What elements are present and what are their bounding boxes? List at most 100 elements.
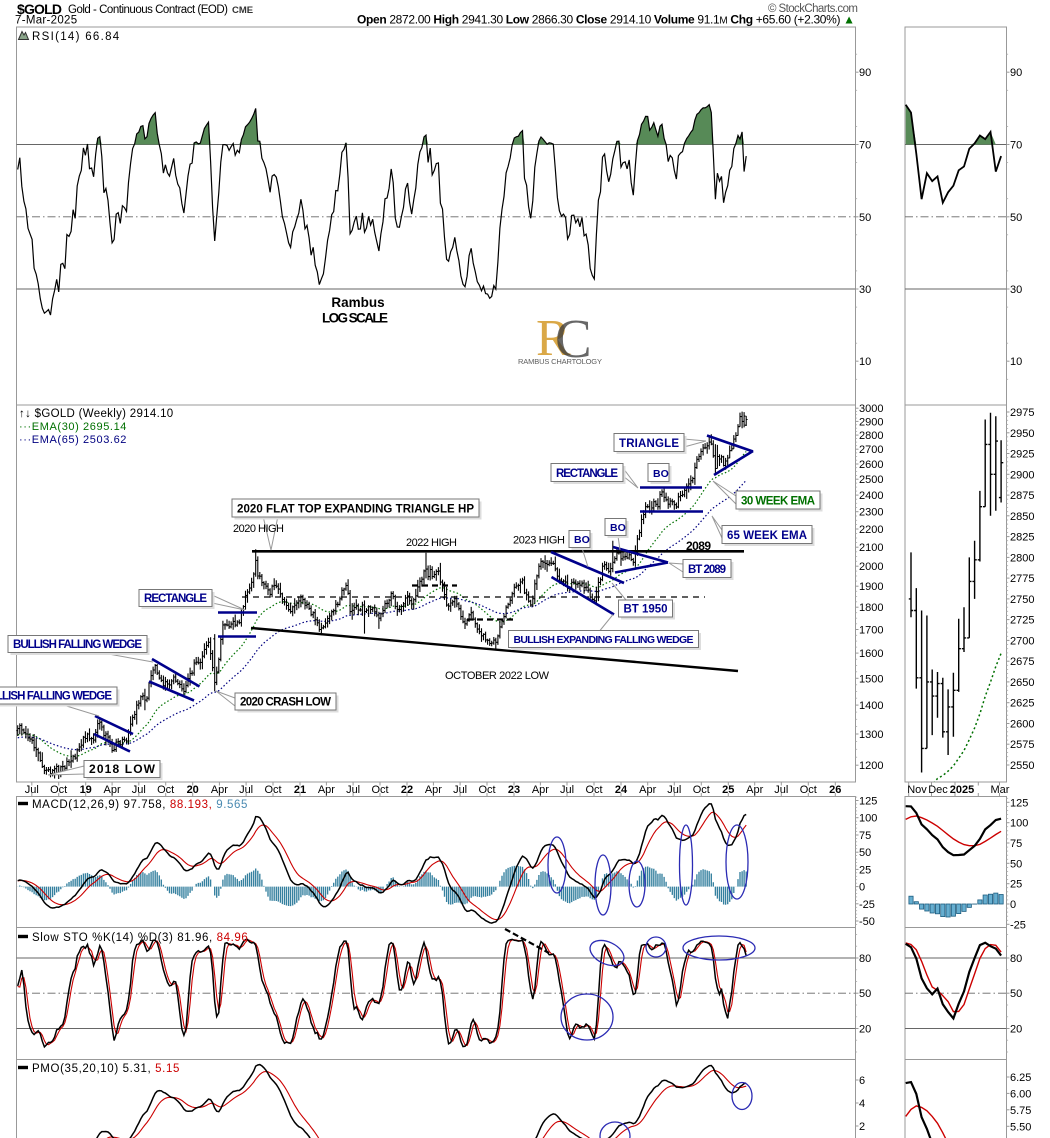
svg-text:2975: 2975: [1010, 407, 1034, 419]
svg-text:Jul: Jul: [132, 784, 146, 796]
svg-text:5.50: 5.50: [1010, 1121, 1031, 1133]
svg-text:1800: 1800: [859, 602, 883, 614]
svg-text:0: 0: [1010, 899, 1016, 911]
svg-text:C: C: [555, 308, 592, 369]
svg-text:2850: 2850: [1010, 511, 1034, 523]
svg-text:10: 10: [1010, 356, 1022, 368]
svg-text:Gold - Continuous Contract (EO: Gold - Continuous Contract (EOD): [68, 4, 228, 16]
svg-text:···EMA(30) 2695.14: ···EMA(30) 2695.14: [19, 421, 127, 433]
svg-text:3000: 3000: [859, 403, 883, 415]
svg-text:6: 6: [859, 1075, 865, 1087]
svg-text:Oct: Oct: [800, 784, 817, 796]
svg-text:BULLISH FALLING WEDGE: BULLISH FALLING WEDGE: [0, 691, 112, 703]
svg-text:23: 23: [508, 784, 520, 796]
svg-text:2950: 2950: [1010, 428, 1034, 440]
svg-text:BO: BO: [610, 522, 626, 534]
svg-text:Apr: Apr: [104, 784, 121, 796]
svg-text:2100: 2100: [859, 542, 883, 554]
svg-text:-50: -50: [859, 916, 875, 928]
svg-text:2022 HIGH: 2022 HIGH: [406, 537, 457, 549]
svg-text:2400: 2400: [859, 490, 883, 502]
svg-text:26: 26: [829, 784, 841, 796]
svg-text:BT 2089: BT 2089: [688, 564, 726, 576]
svg-text:Jul: Jul: [239, 784, 253, 796]
svg-text:Rambus: Rambus: [331, 295, 384, 310]
svg-text:Mar: Mar: [991, 784, 1010, 796]
svg-text:2025: 2025: [950, 784, 974, 796]
svg-text:Slow STO %K(14) %D(3) 81.96, 8: Slow STO %K(14) %D(3) 81.96, 84.96: [32, 932, 248, 944]
svg-text:R: R: [536, 310, 571, 367]
svg-text:Open 2872.00 High 2941.30 Low: Open 2872.00 High 2941.30 Low 2866.30 Cl…: [357, 13, 855, 27]
svg-text:20: 20: [859, 1024, 871, 1036]
svg-text:2500: 2500: [859, 474, 883, 486]
svg-text:22: 22: [401, 784, 413, 796]
svg-text:LOG SCALE: LOG SCALE: [322, 311, 388, 326]
svg-text:2550: 2550: [1010, 760, 1034, 772]
svg-text:···EMA(65) 2503.62: ···EMA(65) 2503.62: [19, 434, 127, 446]
svg-text:0: 0: [859, 882, 865, 894]
svg-text:OCTOBER 2022 LOW: OCTOBER 2022 LOW: [445, 670, 550, 682]
svg-text:Oct: Oct: [478, 784, 495, 796]
svg-text:50: 50: [859, 847, 871, 859]
svg-text:Apr: Apr: [425, 784, 442, 796]
svg-text:1300: 1300: [859, 729, 883, 741]
svg-text:2018 LOW: 2018 LOW: [89, 762, 156, 776]
svg-text:2600: 2600: [859, 459, 883, 471]
svg-text:90: 90: [1010, 67, 1022, 79]
svg-text:Jul: Jul: [346, 784, 360, 796]
svg-text:2023 HIGH: 2023 HIGH: [513, 535, 565, 547]
svg-text:125: 125: [859, 796, 877, 808]
svg-text:2825: 2825: [1010, 532, 1034, 544]
svg-text:RECTANGLE: RECTANGLE: [144, 593, 207, 605]
svg-text:2775: 2775: [1010, 573, 1034, 585]
svg-text:TRIANGLE: TRIANGLE: [619, 438, 679, 450]
svg-text:Oct: Oct: [693, 784, 710, 796]
svg-text:30 WEEK EMA: 30 WEEK EMA: [741, 496, 815, 508]
svg-text:Jul: Jul: [774, 784, 788, 796]
svg-text:2800: 2800: [1010, 552, 1034, 564]
svg-text:© StockCharts.com: © StockCharts.com: [768, 3, 858, 15]
svg-text:2675: 2675: [1010, 656, 1034, 668]
svg-text:7-Mar-2025: 7-Mar-2025: [15, 15, 77, 27]
svg-text:2200: 2200: [859, 524, 883, 536]
svg-text:PMO(35,20,10) 5.31, 5.15: PMO(35,20,10) 5.31, 5.15: [32, 1063, 180, 1075]
svg-text:2900: 2900: [1010, 469, 1034, 481]
svg-text:70: 70: [1010, 140, 1022, 152]
svg-text:Apr: Apr: [318, 784, 335, 796]
svg-text:100: 100: [1010, 818, 1028, 830]
svg-text:MACD(12,26,9) 97.758, 88.193,: MACD(12,26,9) 97.758, 88.193, 9.565: [32, 799, 248, 811]
svg-text:BO: BO: [574, 534, 590, 546]
svg-text:Jul: Jul: [25, 784, 39, 796]
svg-text:Apr: Apr: [746, 784, 763, 796]
svg-text:2800: 2800: [859, 430, 883, 442]
svg-text:19: 19: [80, 784, 92, 796]
svg-text:2625: 2625: [1010, 698, 1034, 710]
svg-text:90: 90: [859, 67, 871, 79]
svg-text:2300: 2300: [859, 507, 883, 519]
svg-text:100: 100: [859, 813, 877, 825]
svg-text:BULLISH FALLING WEDGE: BULLISH FALLING WEDGE: [13, 639, 142, 651]
svg-text:10: 10: [859, 356, 871, 368]
svg-text:50: 50: [859, 988, 871, 1000]
svg-text:2700: 2700: [1010, 635, 1034, 647]
svg-text:21: 21: [294, 784, 306, 796]
svg-text:50: 50: [1010, 212, 1022, 224]
svg-text:5.75: 5.75: [1010, 1105, 1031, 1117]
svg-text:RAMBUS CHARTOLOGY: RAMBUS CHARTOLOGY: [518, 357, 602, 366]
svg-text:↑↓ $GOLD (Weekly) 2914.10: ↑↓ $GOLD (Weekly) 2914.10: [19, 408, 174, 420]
svg-text:2875: 2875: [1010, 490, 1034, 502]
svg-text:1900: 1900: [859, 581, 883, 593]
svg-text:RECTANGLE: RECTANGLE: [556, 468, 618, 480]
svg-text:-25: -25: [859, 899, 875, 911]
svg-text:20: 20: [187, 784, 199, 796]
svg-text:Jul: Jul: [453, 784, 467, 796]
svg-text:-25: -25: [1010, 919, 1026, 931]
svg-text:Apr: Apr: [211, 784, 228, 796]
svg-text:BO: BO: [653, 468, 669, 480]
svg-text:2925: 2925: [1010, 449, 1034, 461]
svg-text:RSI(14) 66.84: RSI(14) 66.84: [32, 31, 120, 43]
svg-text:50: 50: [1010, 858, 1022, 870]
svg-text:BT 1950: BT 1950: [624, 604, 668, 616]
svg-text:1600: 1600: [859, 648, 883, 660]
svg-text:Jul: Jul: [667, 784, 681, 796]
